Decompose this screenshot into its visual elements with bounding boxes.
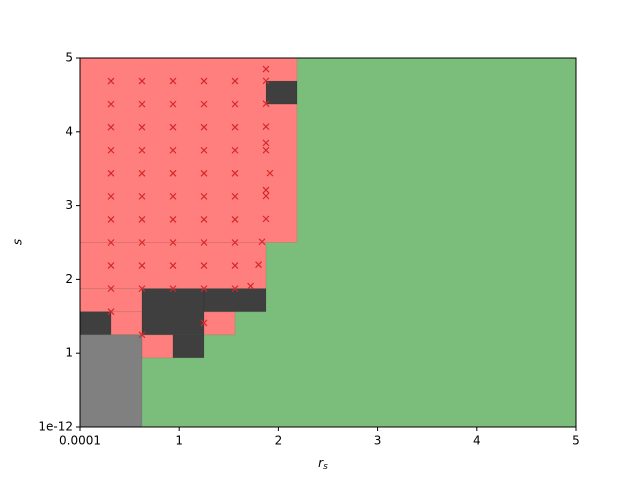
x-tick-label: 4 <box>473 434 481 448</box>
marker <box>138 192 146 200</box>
marker <box>107 285 115 293</box>
marker <box>107 169 115 177</box>
marker <box>107 308 115 316</box>
region-cell <box>79 311 112 336</box>
marker <box>138 239 146 246</box>
marker <box>200 192 208 200</box>
y-tick-label: 2 <box>65 272 73 286</box>
y-axis-label: s <box>11 239 25 245</box>
marker <box>258 238 266 246</box>
marker <box>169 239 177 246</box>
marker <box>169 146 177 154</box>
marker <box>138 331 146 339</box>
marker <box>231 169 239 177</box>
marker <box>262 146 270 154</box>
x-tick-label: 0.0001 <box>59 434 101 448</box>
marker <box>138 77 146 85</box>
x-axis-label: rs <box>318 456 328 472</box>
marker <box>200 169 208 177</box>
marker <box>107 216 115 223</box>
marker <box>138 285 146 293</box>
region-cell <box>79 288 143 313</box>
marker <box>231 285 239 293</box>
region-cell <box>79 334 143 428</box>
region-cell <box>203 311 236 336</box>
marker <box>169 216 177 223</box>
x-tick-label: 5 <box>572 434 580 448</box>
marker <box>262 139 270 147</box>
marker <box>138 123 146 131</box>
marker <box>169 169 177 177</box>
marker <box>107 239 115 246</box>
marker <box>200 239 208 246</box>
region-cell <box>172 334 205 359</box>
marker <box>138 100 146 108</box>
marker <box>107 192 115 200</box>
marker <box>262 123 270 131</box>
marker <box>262 215 270 223</box>
marker <box>169 77 177 85</box>
x-tick-label: 1 <box>175 434 183 448</box>
marker <box>262 65 270 73</box>
marker <box>138 146 146 154</box>
marker <box>231 239 239 246</box>
marker <box>107 77 115 85</box>
marker <box>107 100 115 108</box>
x-tick-label: 3 <box>374 434 382 448</box>
marker <box>169 123 177 131</box>
marker <box>255 261 262 269</box>
marker <box>262 77 270 85</box>
region-cell <box>265 80 298 105</box>
plot-frame <box>79 57 577 428</box>
marker <box>266 169 274 177</box>
x-axis-label-main: r <box>318 456 324 470</box>
marker <box>231 262 239 269</box>
marker <box>200 262 208 269</box>
marker <box>200 146 208 154</box>
marker <box>231 216 239 223</box>
marker <box>231 100 239 108</box>
region-cell <box>110 311 143 336</box>
marker <box>107 146 115 154</box>
marker <box>200 319 208 327</box>
marker <box>169 192 177 200</box>
marker <box>200 123 208 131</box>
marker <box>107 123 115 131</box>
marker <box>200 216 208 223</box>
marker <box>169 285 177 293</box>
region-cell <box>141 334 174 359</box>
marker <box>262 192 270 200</box>
x-tick-label: 2 <box>275 434 283 448</box>
marker <box>138 169 146 177</box>
y-tick-label: 1 <box>65 346 73 360</box>
y-tick-label: 1e-12 <box>38 420 73 434</box>
marker <box>247 282 255 290</box>
marker <box>231 192 239 200</box>
y-tick-label: 3 <box>65 198 73 212</box>
marker <box>138 216 146 223</box>
marker <box>200 100 208 108</box>
marker <box>138 262 146 269</box>
x-axis-label-sub: s <box>323 462 328 472</box>
marker <box>231 77 239 85</box>
region-cell <box>203 288 267 313</box>
y-tick-label: 4 <box>65 124 73 138</box>
marker <box>200 285 208 293</box>
region-cell <box>141 288 205 336</box>
region-cell <box>79 57 298 243</box>
marker <box>200 77 208 85</box>
marker <box>107 262 115 269</box>
marker <box>231 146 239 154</box>
marker <box>169 262 177 269</box>
marker <box>231 123 239 131</box>
marker <box>262 100 270 108</box>
marker <box>262 186 270 194</box>
marker <box>169 100 177 108</box>
y-tick-label: 5 <box>65 51 73 65</box>
